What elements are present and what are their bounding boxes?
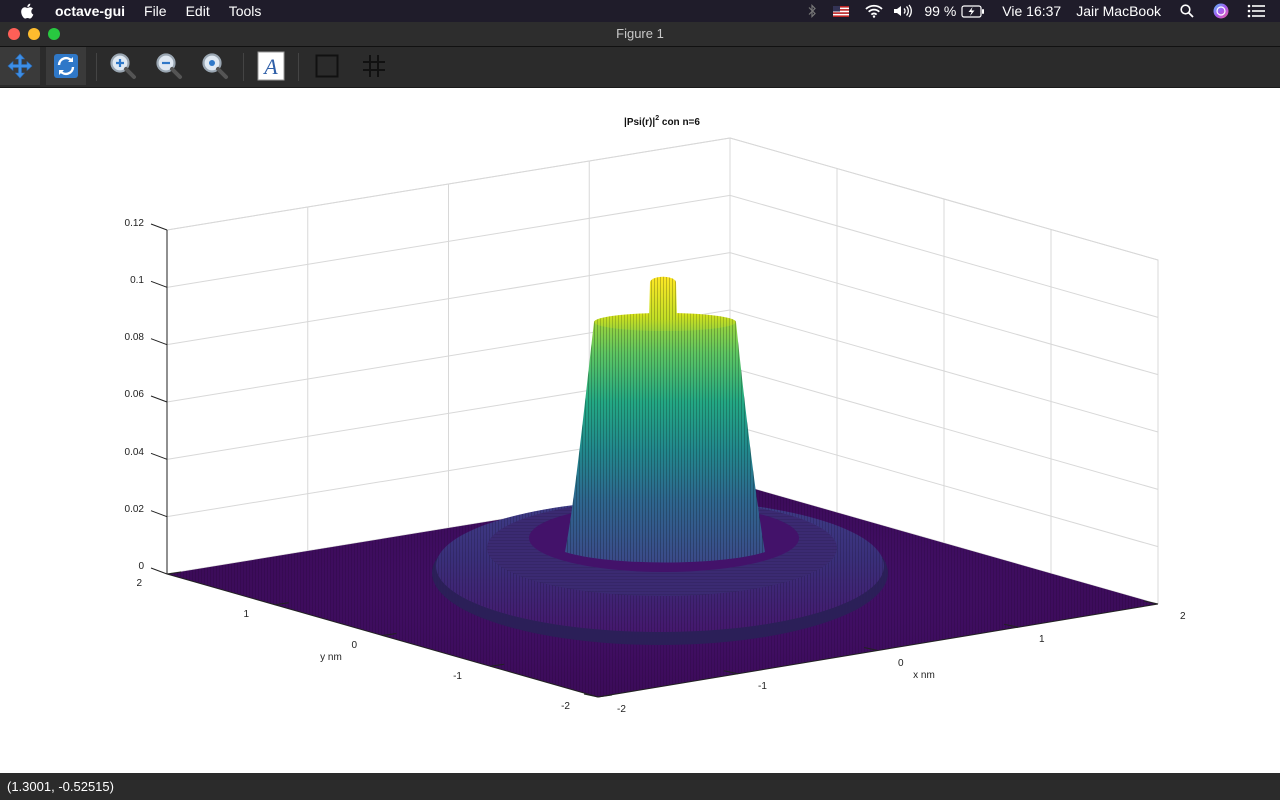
app-menu[interactable]: octave-gui	[55, 3, 126, 19]
x-tick-mark	[863, 647, 879, 651]
zoom-out-button[interactable]	[149, 47, 189, 85]
axes-box-icon	[315, 54, 339, 78]
z-tick-label: 0.02	[125, 504, 145, 515]
apple-menu-icon[interactable]	[20, 3, 34, 19]
x-tick-mark	[1143, 600, 1159, 605]
grid-icon	[363, 55, 385, 77]
z-tick-label: 0.04	[125, 447, 145, 458]
z-tick-label: 0.08	[125, 332, 145, 343]
x-tick-mark	[1003, 623, 1019, 628]
z-tick-mark	[150, 567, 168, 575]
z-tick-label: 0.06	[125, 389, 145, 400]
menu-tools[interactable]: Tools	[228, 3, 262, 19]
y-axis-label: y nm	[320, 652, 342, 663]
pan-button[interactable]	[0, 47, 40, 85]
y-tick-mark	[597, 694, 613, 698]
z-tick-label: 0	[138, 561, 144, 572]
svg-text:A: A	[262, 54, 278, 79]
z-tick-label: 0.1	[130, 275, 144, 286]
minimize-window-button[interactable]	[28, 28, 40, 40]
close-window-button[interactable]	[8, 28, 20, 40]
status-bar: (1.3001, -0.52515)	[0, 773, 1280, 800]
spotlight-search-icon[interactable]	[1180, 4, 1194, 18]
x-tick-label: -2	[617, 704, 626, 715]
wifi-icon[interactable]	[865, 4, 883, 18]
battery-charging-icon[interactable]	[961, 4, 985, 18]
z-tick-mark	[150, 452, 168, 460]
insert-text-button[interactable]: A	[251, 47, 291, 85]
rotate-icon	[54, 54, 78, 78]
siri-icon[interactable]	[1213, 3, 1229, 19]
x-tick-mark	[583, 693, 599, 698]
window-title: Figure 1	[616, 26, 664, 41]
x-tick-label: 1	[1039, 634, 1045, 645]
volume-icon[interactable]	[893, 4, 913, 18]
menu-bar: octave-gui File Edit Tools	[0, 0, 1280, 22]
toolbar-separator	[298, 53, 299, 81]
clock[interactable]: Vie 16:37	[1002, 3, 1062, 19]
rotate-button[interactable]	[46, 47, 86, 85]
surface-central-peak	[565, 276, 765, 563]
zoom-out-icon	[156, 53, 182, 79]
toolbar-separator	[243, 53, 244, 81]
user-name[interactable]: Jair MacBook	[1076, 3, 1161, 19]
menu-edit[interactable]: Edit	[185, 3, 210, 19]
zoom-in-button[interactable]	[103, 47, 143, 85]
notification-center-icon[interactable]	[1247, 4, 1265, 18]
y-tick-label: -1	[453, 671, 462, 682]
x-tick-label: -1	[758, 681, 767, 692]
y-tick-mark	[490, 663, 505, 667]
y-tick-label: 2	[136, 578, 142, 589]
x-tick-mark	[723, 670, 739, 675]
pan-icon	[7, 53, 33, 79]
grid-button[interactable]	[354, 47, 394, 85]
y-tick-mark	[166, 571, 182, 575]
zoom-reset-button[interactable]	[195, 47, 235, 85]
z-tick-mark	[150, 510, 168, 518]
x-tick-label: 0	[898, 658, 904, 669]
bluetooth-icon[interactable]	[807, 4, 817, 18]
axis-ticks	[150, 223, 1159, 698]
x-axis-label: x nm	[913, 670, 935, 681]
y-tick-mark	[382, 633, 397, 636]
window-title-bar: Figure 1	[0, 22, 1280, 47]
zoom-reset-icon	[202, 53, 228, 79]
toolbar-separator	[96, 53, 97, 81]
z-tick-mark	[150, 338, 168, 346]
y-tick-label: 1	[243, 609, 249, 620]
z-tick-mark	[150, 223, 168, 231]
y-tick-label: 0	[351, 640, 357, 651]
text-annotation-icon: A	[257, 51, 285, 81]
z-tick-label: 0.12	[125, 218, 145, 229]
z-tick-mark	[150, 280, 168, 288]
figure-toolbar: A	[0, 47, 1280, 88]
menu-file[interactable]: File	[144, 3, 167, 19]
x-tick-label: 2	[1180, 611, 1186, 622]
surface-plot[interactable]: 0 0.02 0.04 0.06 0.08 0.1 0.12 2 1 0 -1 …	[0, 88, 1280, 773]
axes-box-button[interactable]	[307, 47, 347, 85]
cursor-coordinates: (1.3001, -0.52515)	[7, 779, 114, 794]
battery-percent[interactable]: 99 %	[924, 3, 957, 19]
figure-canvas[interactable]: 0 0.02 0.04 0.06 0.08 0.1 0.12 2 1 0 -1 …	[0, 88, 1280, 773]
z-tick-mark	[150, 395, 168, 403]
y-tick-mark	[274, 602, 289, 606]
zoom-in-icon	[110, 53, 136, 79]
chart-title: |Psi(r)|2 con n=6	[624, 115, 700, 128]
maximize-window-button[interactable]	[48, 28, 60, 40]
y-tick-label: -2	[561, 701, 570, 712]
us-flag-icon[interactable]	[833, 5, 850, 17]
